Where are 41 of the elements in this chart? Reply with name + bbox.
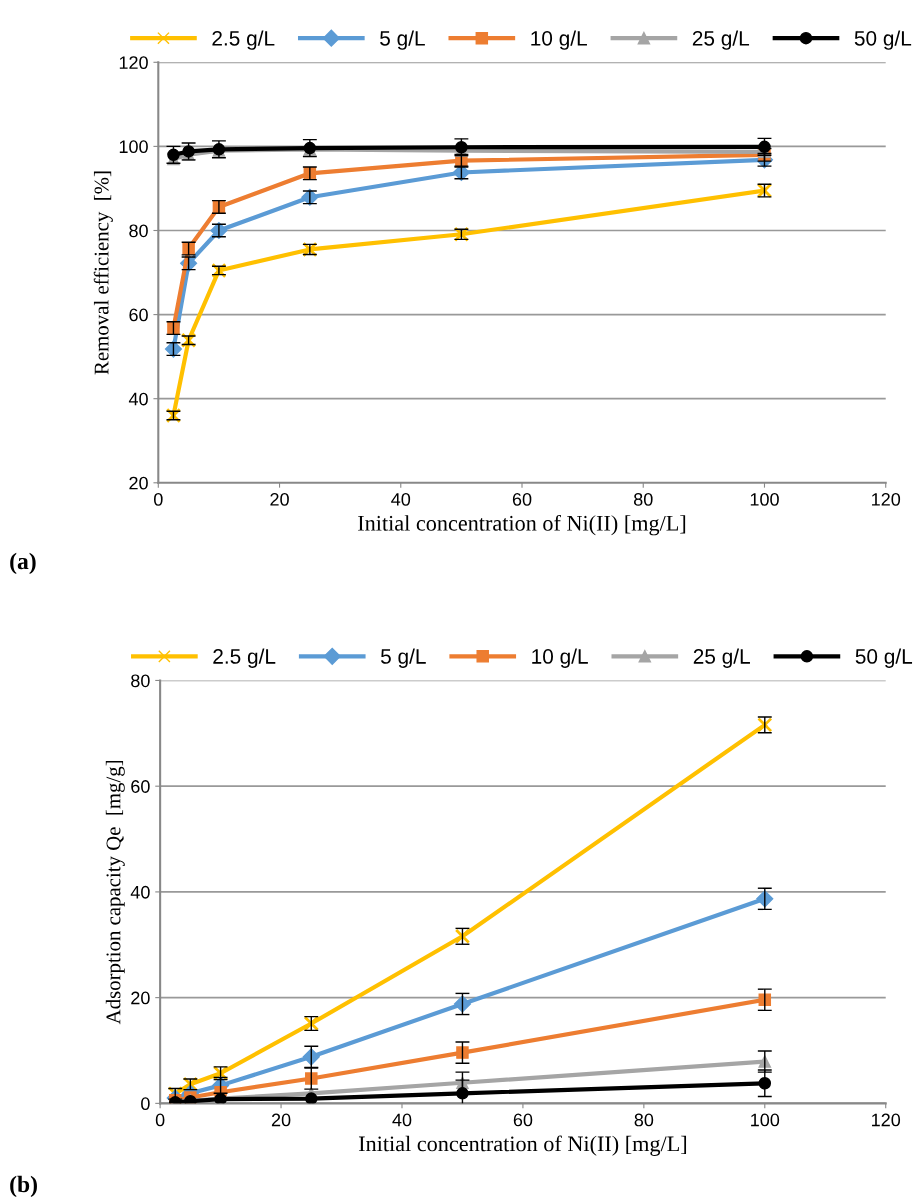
legend-label: 10 g/L <box>531 30 587 50</box>
legend-label: 25 g/L <box>692 30 750 50</box>
text: (a) <box>10 552 36 575</box>
x-tick-label: 120 <box>872 1113 901 1127</box>
text: (b) <box>10 1175 37 1198</box>
x-tick-label: 100 <box>750 492 779 506</box>
x-tick-label: 100 <box>751 1113 780 1127</box>
legend-label: 2.5 g/L <box>212 30 275 50</box>
x-tick-label: 60 <box>512 492 532 506</box>
y-tick-label: 120 <box>119 56 148 70</box>
legend-label: 5 g/L <box>380 648 426 668</box>
y-tick-label: 0 <box>141 1097 150 1111</box>
legend-label: 10 g/L <box>532 648 588 668</box>
x-axis-title: Initial concentration of Ni(II) [mg/L] <box>358 1135 687 1156</box>
legend-label: 25 g/L <box>693 648 750 668</box>
y-tick-label: 60 <box>129 308 148 322</box>
y-axis-title: Removal efficiency [%] <box>93 171 113 375</box>
x-tick-label: 80 <box>634 1113 654 1127</box>
x-tick-label: 40 <box>392 1113 412 1127</box>
legend-label: 50 g/L <box>854 30 912 50</box>
y-tick-label: 60 <box>131 780 150 793</box>
y-axis-title: Adsorption capacity Qe [mg/g] <box>105 760 125 1025</box>
x-tick-label: 20 <box>271 1113 291 1127</box>
x-tick-label: 0 <box>155 1113 165 1127</box>
y-tick-label: 20 <box>129 476 148 490</box>
y-tick-label: 80 <box>129 224 148 238</box>
y-tick-label: 40 <box>130 885 150 899</box>
x-tick-label: 40 <box>391 492 411 506</box>
legend-label: 5 g/L <box>380 30 425 50</box>
x-tick-label: 20 <box>270 492 289 506</box>
x-axis-title: Initial concentration of Ni(II) [mg/L] <box>358 514 686 536</box>
y-tick-label: 100 <box>119 140 148 154</box>
x-tick-label: 60 <box>513 1113 533 1127</box>
y-tick-label: 40 <box>128 392 148 406</box>
y-tick-label: 80 <box>131 674 150 688</box>
x-tick-label: 80 <box>633 492 653 506</box>
x-tick-label: 120 <box>872 492 901 506</box>
x-tick-label: 0 <box>153 492 163 506</box>
legend-label: 50 g/L <box>855 648 913 668</box>
y-tick-label: 20 <box>131 991 150 1005</box>
legend-label: 2.5 g/L <box>213 648 276 668</box>
